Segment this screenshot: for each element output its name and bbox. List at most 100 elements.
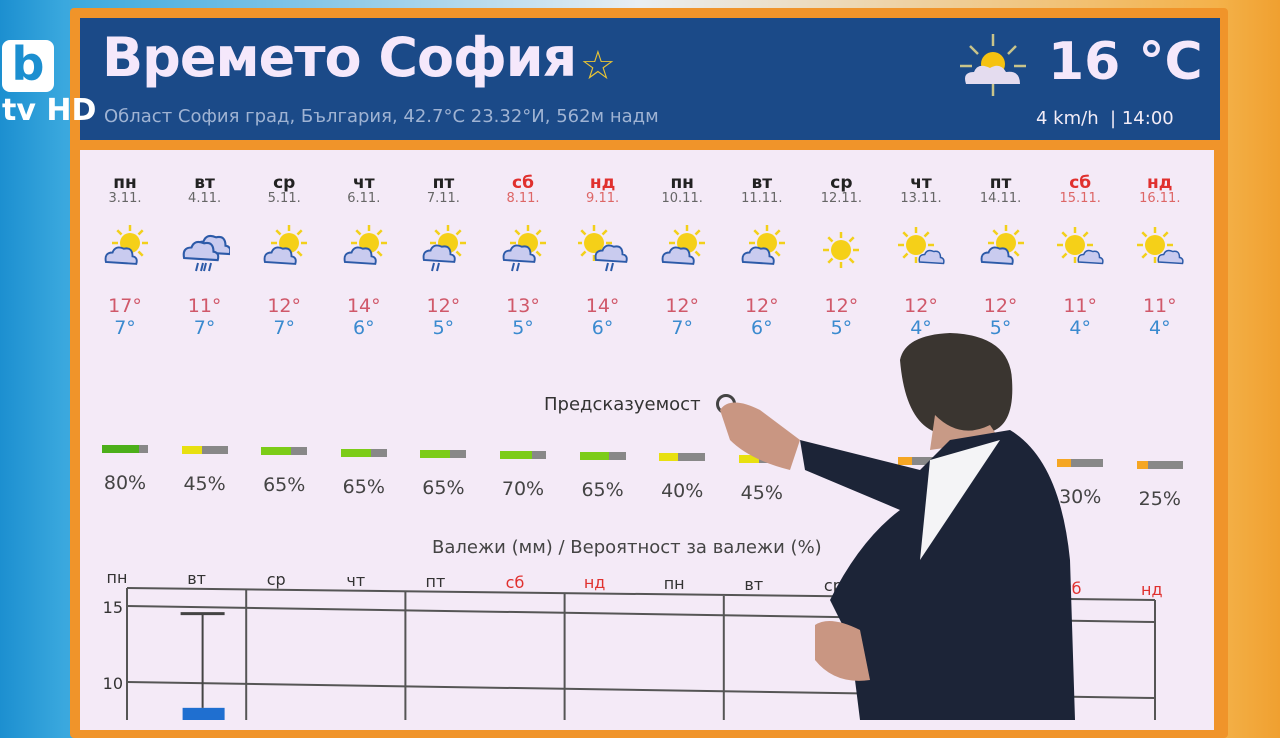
- current-time: 14:00: [1121, 108, 1174, 129]
- low-temperature: 7°: [273, 317, 295, 339]
- day-name: пт: [432, 173, 455, 193]
- predictability-percent: 70%: [501, 478, 545, 500]
- predictability-bar: [340, 448, 387, 457]
- day-temperatures: 11° 4°: [1050, 295, 1110, 339]
- day-header[interactable]: пт 14.11.: [961, 175, 1041, 206]
- predictability-bar: [1136, 460, 1183, 469]
- predictability-percent: 80%: [103, 472, 147, 494]
- chart-day-label: пт: [425, 571, 446, 591]
- low-temperature: 7°: [193, 317, 216, 339]
- partly-cloudy-icon: [661, 225, 706, 265]
- day-date: 10.11.: [661, 191, 703, 206]
- high-temperature: 12°: [744, 295, 779, 317]
- low-temperature: 6°: [751, 317, 773, 339]
- low-temperature: 5°: [989, 317, 1012, 339]
- low-temperature: 5°: [512, 317, 534, 339]
- day-header[interactable]: ср 12.11.: [801, 175, 881, 206]
- day-header[interactable]: ср 5.11.: [244, 175, 324, 206]
- day-date: 12.11.: [820, 191, 863, 206]
- day-temperatures: 12° 6°: [732, 295, 792, 339]
- predictability-percent: 65%: [581, 479, 624, 502]
- partly-cloudy-rain-icon: [423, 225, 467, 272]
- day-header[interactable]: нд 16.11.: [1120, 175, 1200, 206]
- day-header[interactable]: нд 9.11.: [563, 175, 643, 206]
- chart-day-label: пн: [106, 568, 128, 587]
- predictability-label: Предсказуемост: [544, 394, 701, 415]
- day-date: 14.11.: [979, 191, 1022, 206]
- day-header[interactable]: чт 6.11.: [324, 175, 404, 206]
- day-header[interactable]: сб 15.11.: [1040, 175, 1120, 206]
- sun-small-cloud-icon: [898, 227, 945, 265]
- day-date: 9.11.: [586, 191, 620, 206]
- high-temperature: 12°: [267, 295, 302, 317]
- day-name: вт: [194, 173, 215, 193]
- page-title: Времето София: [102, 26, 577, 89]
- day-temperatures: 12° 7°: [254, 295, 314, 339]
- predictability-bar: [102, 445, 148, 453]
- chart-day-label: чт: [346, 570, 366, 590]
- day-header[interactable]: пт 7.11.: [403, 175, 483, 206]
- low-temperature: 6°: [591, 317, 614, 339]
- partly-cloudy-icon: [741, 225, 785, 265]
- low-temperature: 7°: [671, 317, 693, 339]
- day-temperatures: 14° 6°: [334, 295, 394, 339]
- day-header[interactable]: сб 8.11.: [483, 175, 563, 206]
- high-temperature: 12°: [665, 295, 700, 317]
- predictability-bar: [261, 447, 308, 456]
- high-temperature: 12°: [983, 295, 1018, 317]
- day-name: ср: [273, 173, 296, 193]
- day-header[interactable]: пн 3.11.: [85, 175, 165, 206]
- day-date: 3.11.: [108, 191, 142, 206]
- predictability-percent: 30%: [1059, 486, 1102, 509]
- low-temperature: 5°: [830, 317, 853, 339]
- day-name: сб: [1069, 173, 1092, 193]
- sunny-icon: [823, 232, 860, 268]
- location-subtitle: Област София град, България, 42.7°С 23.3…: [104, 106, 659, 127]
- day-temperatures: 12° 4°: [891, 295, 951, 339]
- day-date: 5.11.: [267, 191, 301, 206]
- sun-rain-cloud-icon: [577, 225, 628, 272]
- high-temperature: 12°: [824, 295, 859, 317]
- predictability-percent: 45%: [183, 473, 226, 496]
- chart-day-label: ср: [266, 569, 286, 589]
- high-temperature: 11°: [187, 295, 222, 317]
- day-temperatures: 13° 5°: [493, 295, 553, 339]
- day-name: ср: [830, 173, 853, 193]
- day-name: чт: [353, 173, 375, 193]
- day-header[interactable]: вт 11.11.: [722, 175, 802, 206]
- sun-small-cloud-icon: [1136, 227, 1184, 265]
- low-temperature: 5°: [432, 317, 455, 339]
- day-name: сб: [512, 173, 534, 193]
- day-name: нд: [589, 173, 616, 193]
- chart-title: Валежи (мм) / Вероятност за валежи (%): [432, 537, 822, 558]
- star-outline-icon[interactable]: ☆: [580, 43, 616, 89]
- high-temperature: 14°: [585, 295, 620, 317]
- presenter-person: [720, 333, 1075, 720]
- partly-cloudy-icon: [343, 225, 387, 265]
- header: Времето София ☆ Област София град, Бълга…: [80, 18, 1220, 140]
- high-temperature: 11°: [1063, 295, 1098, 317]
- predictability-bar: [659, 453, 706, 462]
- day-header[interactable]: чт 13.11.: [881, 175, 961, 206]
- predictability-bar: [579, 452, 626, 461]
- predictability-bar: [898, 457, 944, 465]
- current-wind-time: 4 km/h | 14:00: [1036, 108, 1174, 129]
- high-temperature: 13°: [506, 295, 540, 317]
- day-temperatures: 12° 5°: [811, 295, 871, 339]
- low-temperature: 4°: [910, 317, 932, 339]
- day-header[interactable]: вт 4.11.: [165, 175, 245, 206]
- day-temperatures: 11° 7°: [175, 295, 235, 339]
- predictability-percent: 65%: [342, 475, 385, 498]
- day-date: 4.11.: [188, 191, 222, 206]
- predictability-bar: [1057, 459, 1104, 468]
- day-header[interactable]: пн 10.11.: [642, 175, 722, 206]
- day-date: 8.11.: [506, 191, 540, 206]
- low-temperature: 6°: [353, 317, 375, 339]
- high-temperature: 17°: [108, 295, 142, 317]
- partly-cloudy-icon: [960, 34, 1026, 96]
- day-date: 7.11.: [426, 191, 460, 206]
- predictability-percent: 40%: [661, 480, 704, 503]
- chart-day-label: сб: [505, 572, 525, 592]
- day-temperatures: 12° 7°: [652, 295, 712, 339]
- current-temperature: 16 °C: [1048, 32, 1203, 92]
